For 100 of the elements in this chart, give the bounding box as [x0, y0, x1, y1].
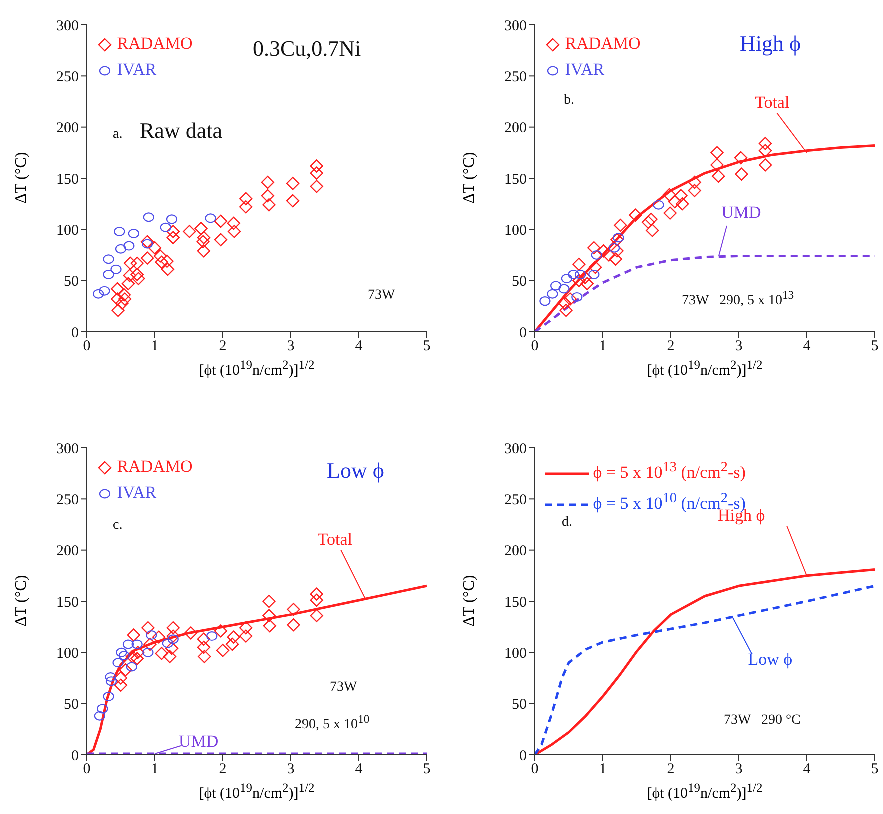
- point: [103, 270, 114, 280]
- annotation: 73W: [330, 680, 358, 696]
- point: [154, 250, 168, 263]
- annotation: a.: [113, 127, 123, 143]
- legend-label: IVAR: [117, 60, 157, 79]
- point: [676, 197, 690, 211]
- point: [130, 256, 144, 270]
- point: [568, 270, 580, 280]
- x-tick-label: 3: [287, 338, 295, 355]
- point: [262, 198, 276, 212]
- point: [610, 233, 624, 246]
- point: [261, 189, 274, 202]
- y-tick-label: 0: [72, 748, 79, 764]
- point: [591, 250, 602, 260]
- point: [160, 254, 174, 268]
- point: [642, 216, 656, 230]
- point: [227, 216, 240, 230]
- point: [116, 648, 128, 658]
- point: [663, 188, 676, 202]
- point: [114, 672, 128, 685]
- point: [197, 640, 211, 654]
- x-tick-label: 4: [355, 338, 364, 355]
- point: [609, 252, 623, 266]
- x-axis-title: [ϕt (10$^{19}$n/cm$^{2}$)]$^{1/2}$: [198, 781, 316, 803]
- point: [205, 214, 216, 224]
- point: [561, 274, 573, 284]
- annotation: 73W 290 °C: [724, 713, 801, 729]
- point: [688, 176, 702, 190]
- point: [148, 241, 162, 255]
- point: [653, 200, 664, 210]
- annotation: 73W: [368, 288, 396, 304]
- annotation: Raw data: [140, 118, 222, 144]
- point: [118, 288, 131, 302]
- point: [197, 632, 211, 646]
- x-tick-label: 2: [667, 338, 675, 355]
- point: [163, 650, 177, 664]
- point: [128, 229, 140, 239]
- point: [110, 264, 122, 274]
- point: [144, 638, 157, 652]
- point: [580, 277, 594, 291]
- point: [130, 652, 144, 666]
- point: [112, 658, 124, 668]
- point: [115, 244, 127, 254]
- point: [124, 256, 138, 270]
- x-tick-label: 2: [219, 762, 227, 778]
- point: [166, 225, 180, 238]
- y-tick-label: 100: [504, 646, 527, 662]
- x-axis-title: [ϕt (10$^{19}$n/cm$^{2}$)]$^{1/2}$: [646, 781, 764, 803]
- point: [122, 277, 136, 291]
- point: [142, 648, 154, 658]
- point: [142, 239, 154, 249]
- point: [105, 672, 116, 682]
- annotation: 73W 290, 5 x 10$^{13}$: [682, 289, 794, 310]
- point: [734, 151, 748, 165]
- point: [111, 292, 124, 306]
- point: [126, 662, 138, 672]
- point: [710, 146, 724, 160]
- point: [610, 244, 624, 258]
- point: [226, 638, 240, 652]
- y-tick-label: 100: [504, 222, 527, 239]
- point: [116, 296, 129, 310]
- point: [118, 292, 132, 306]
- point: [155, 256, 168, 270]
- point: [310, 160, 324, 173]
- point: [286, 177, 300, 190]
- y-tick-label: 300: [56, 441, 79, 458]
- x-axis-title: [ϕt (10$^{19}$n/cm$^{2}$)]$^{1/2}$: [198, 358, 316, 380]
- x-tick-label: 0: [531, 338, 539, 355]
- legend-label: RADAMO: [117, 34, 193, 53]
- y-axis-title: ΔT (°C): [461, 150, 479, 206]
- annotation: Low ϕ: [327, 458, 384, 484]
- point: [118, 650, 130, 660]
- annotation: d.: [562, 515, 572, 531]
- point: [240, 200, 253, 214]
- point: [123, 269, 136, 282]
- point: [710, 158, 724, 172]
- point: [644, 212, 658, 226]
- point: [564, 292, 577, 306]
- point: [198, 650, 212, 664]
- point: [161, 262, 175, 276]
- y-tick-label: 250: [504, 492, 527, 508]
- y-tick-label: 150: [56, 172, 79, 188]
- point: [674, 189, 688, 202]
- point: [152, 630, 166, 644]
- annotation: 0.3Cu,0.7Ni: [253, 36, 362, 62]
- point: [240, 192, 253, 206]
- point: [588, 270, 600, 280]
- point: [124, 241, 135, 251]
- x-tick-label: 3: [735, 762, 743, 778]
- point: [261, 176, 274, 190]
- x-tick-label: 5: [871, 762, 879, 778]
- point: [196, 235, 210, 249]
- point: [142, 622, 155, 635]
- x-tick-label: 1: [599, 338, 607, 355]
- point: [112, 304, 125, 318]
- point: [166, 630, 180, 643]
- y-tick-label: 200: [56, 120, 79, 137]
- legend-label: IVAR: [565, 60, 605, 79]
- annotation: Low ϕ: [748, 650, 793, 670]
- annotation: Total: [318, 530, 352, 550]
